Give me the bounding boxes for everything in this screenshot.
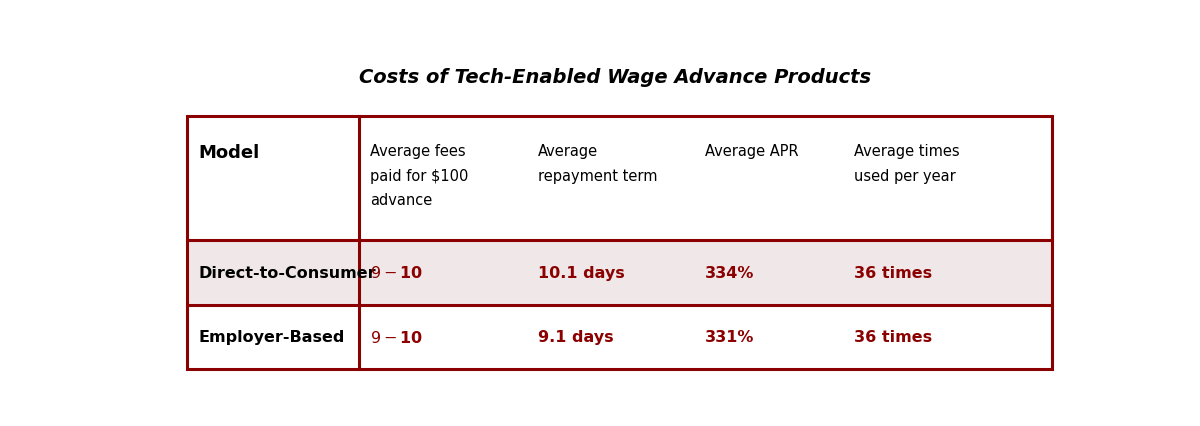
Text: Average APR: Average APR [706, 144, 799, 159]
Text: Employer-Based: Employer-Based [198, 330, 344, 345]
Bar [187, 241, 1052, 305]
Text: $9-$10: $9-$10 [371, 329, 424, 345]
Text: Average fees
paid for $100
advance: Average fees paid for $100 advance [371, 144, 469, 208]
Text: 36 times: 36 times [854, 265, 932, 280]
Text: 10.1 days: 10.1 days [538, 265, 624, 280]
Text: $9-$10: $9-$10 [371, 265, 424, 281]
Text: 334%: 334% [706, 265, 755, 280]
Bar [187, 117, 1052, 241]
Text: 9.1 days: 9.1 days [538, 330, 613, 345]
Text: Costs of Tech-Enabled Wage Advance Products: Costs of Tech-Enabled Wage Advance Produ… [359, 68, 871, 87]
Text: 36 times: 36 times [854, 330, 932, 345]
Bar [187, 305, 1052, 369]
Text: Average times
used per year: Average times used per year [854, 144, 960, 184]
Bar [187, 117, 1052, 369]
Text: Direct-to-Consumer: Direct-to-Consumer [198, 265, 376, 280]
Text: 331%: 331% [706, 330, 755, 345]
Text: Model: Model [198, 144, 259, 162]
Text: Average
repayment term: Average repayment term [538, 144, 658, 184]
